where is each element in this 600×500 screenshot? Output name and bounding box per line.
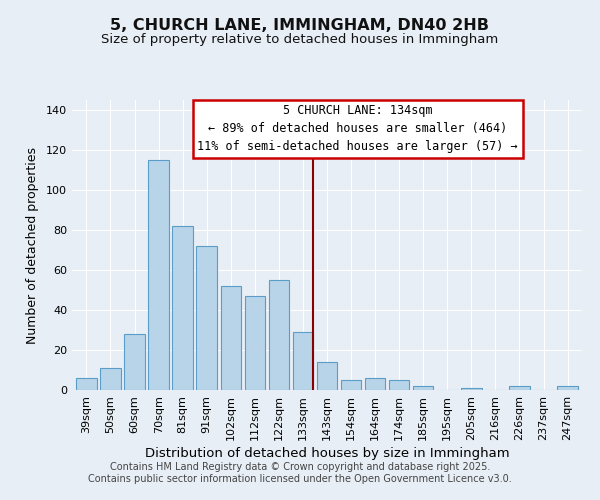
Bar bbox=[196, 246, 217, 390]
Y-axis label: Number of detached properties: Number of detached properties bbox=[26, 146, 39, 344]
Bar bbox=[221, 286, 241, 390]
Text: Contains HM Land Registry data © Crown copyright and database right 2025.: Contains HM Land Registry data © Crown c… bbox=[110, 462, 490, 472]
Bar bbox=[124, 334, 145, 390]
Text: Size of property relative to detached houses in Immingham: Size of property relative to detached ho… bbox=[101, 32, 499, 46]
Bar bbox=[389, 380, 409, 390]
Bar bbox=[557, 386, 578, 390]
Bar bbox=[172, 226, 193, 390]
Bar bbox=[245, 296, 265, 390]
Text: Contains public sector information licensed under the Open Government Licence v3: Contains public sector information licen… bbox=[88, 474, 512, 484]
Bar bbox=[341, 380, 361, 390]
Text: 5, CHURCH LANE, IMMINGHAM, DN40 2HB: 5, CHURCH LANE, IMMINGHAM, DN40 2HB bbox=[110, 18, 490, 32]
Bar bbox=[317, 362, 337, 390]
Bar bbox=[100, 368, 121, 390]
Bar bbox=[365, 378, 385, 390]
Bar bbox=[413, 386, 433, 390]
Bar bbox=[269, 280, 289, 390]
Text: 5 CHURCH LANE: 134sqm
← 89% of detached houses are smaller (464)
11% of semi-det: 5 CHURCH LANE: 134sqm ← 89% of detached … bbox=[197, 104, 518, 154]
Bar bbox=[461, 388, 482, 390]
Bar bbox=[148, 160, 169, 390]
Bar bbox=[509, 386, 530, 390]
Bar bbox=[76, 378, 97, 390]
X-axis label: Distribution of detached houses by size in Immingham: Distribution of detached houses by size … bbox=[145, 447, 509, 460]
Bar bbox=[293, 332, 313, 390]
